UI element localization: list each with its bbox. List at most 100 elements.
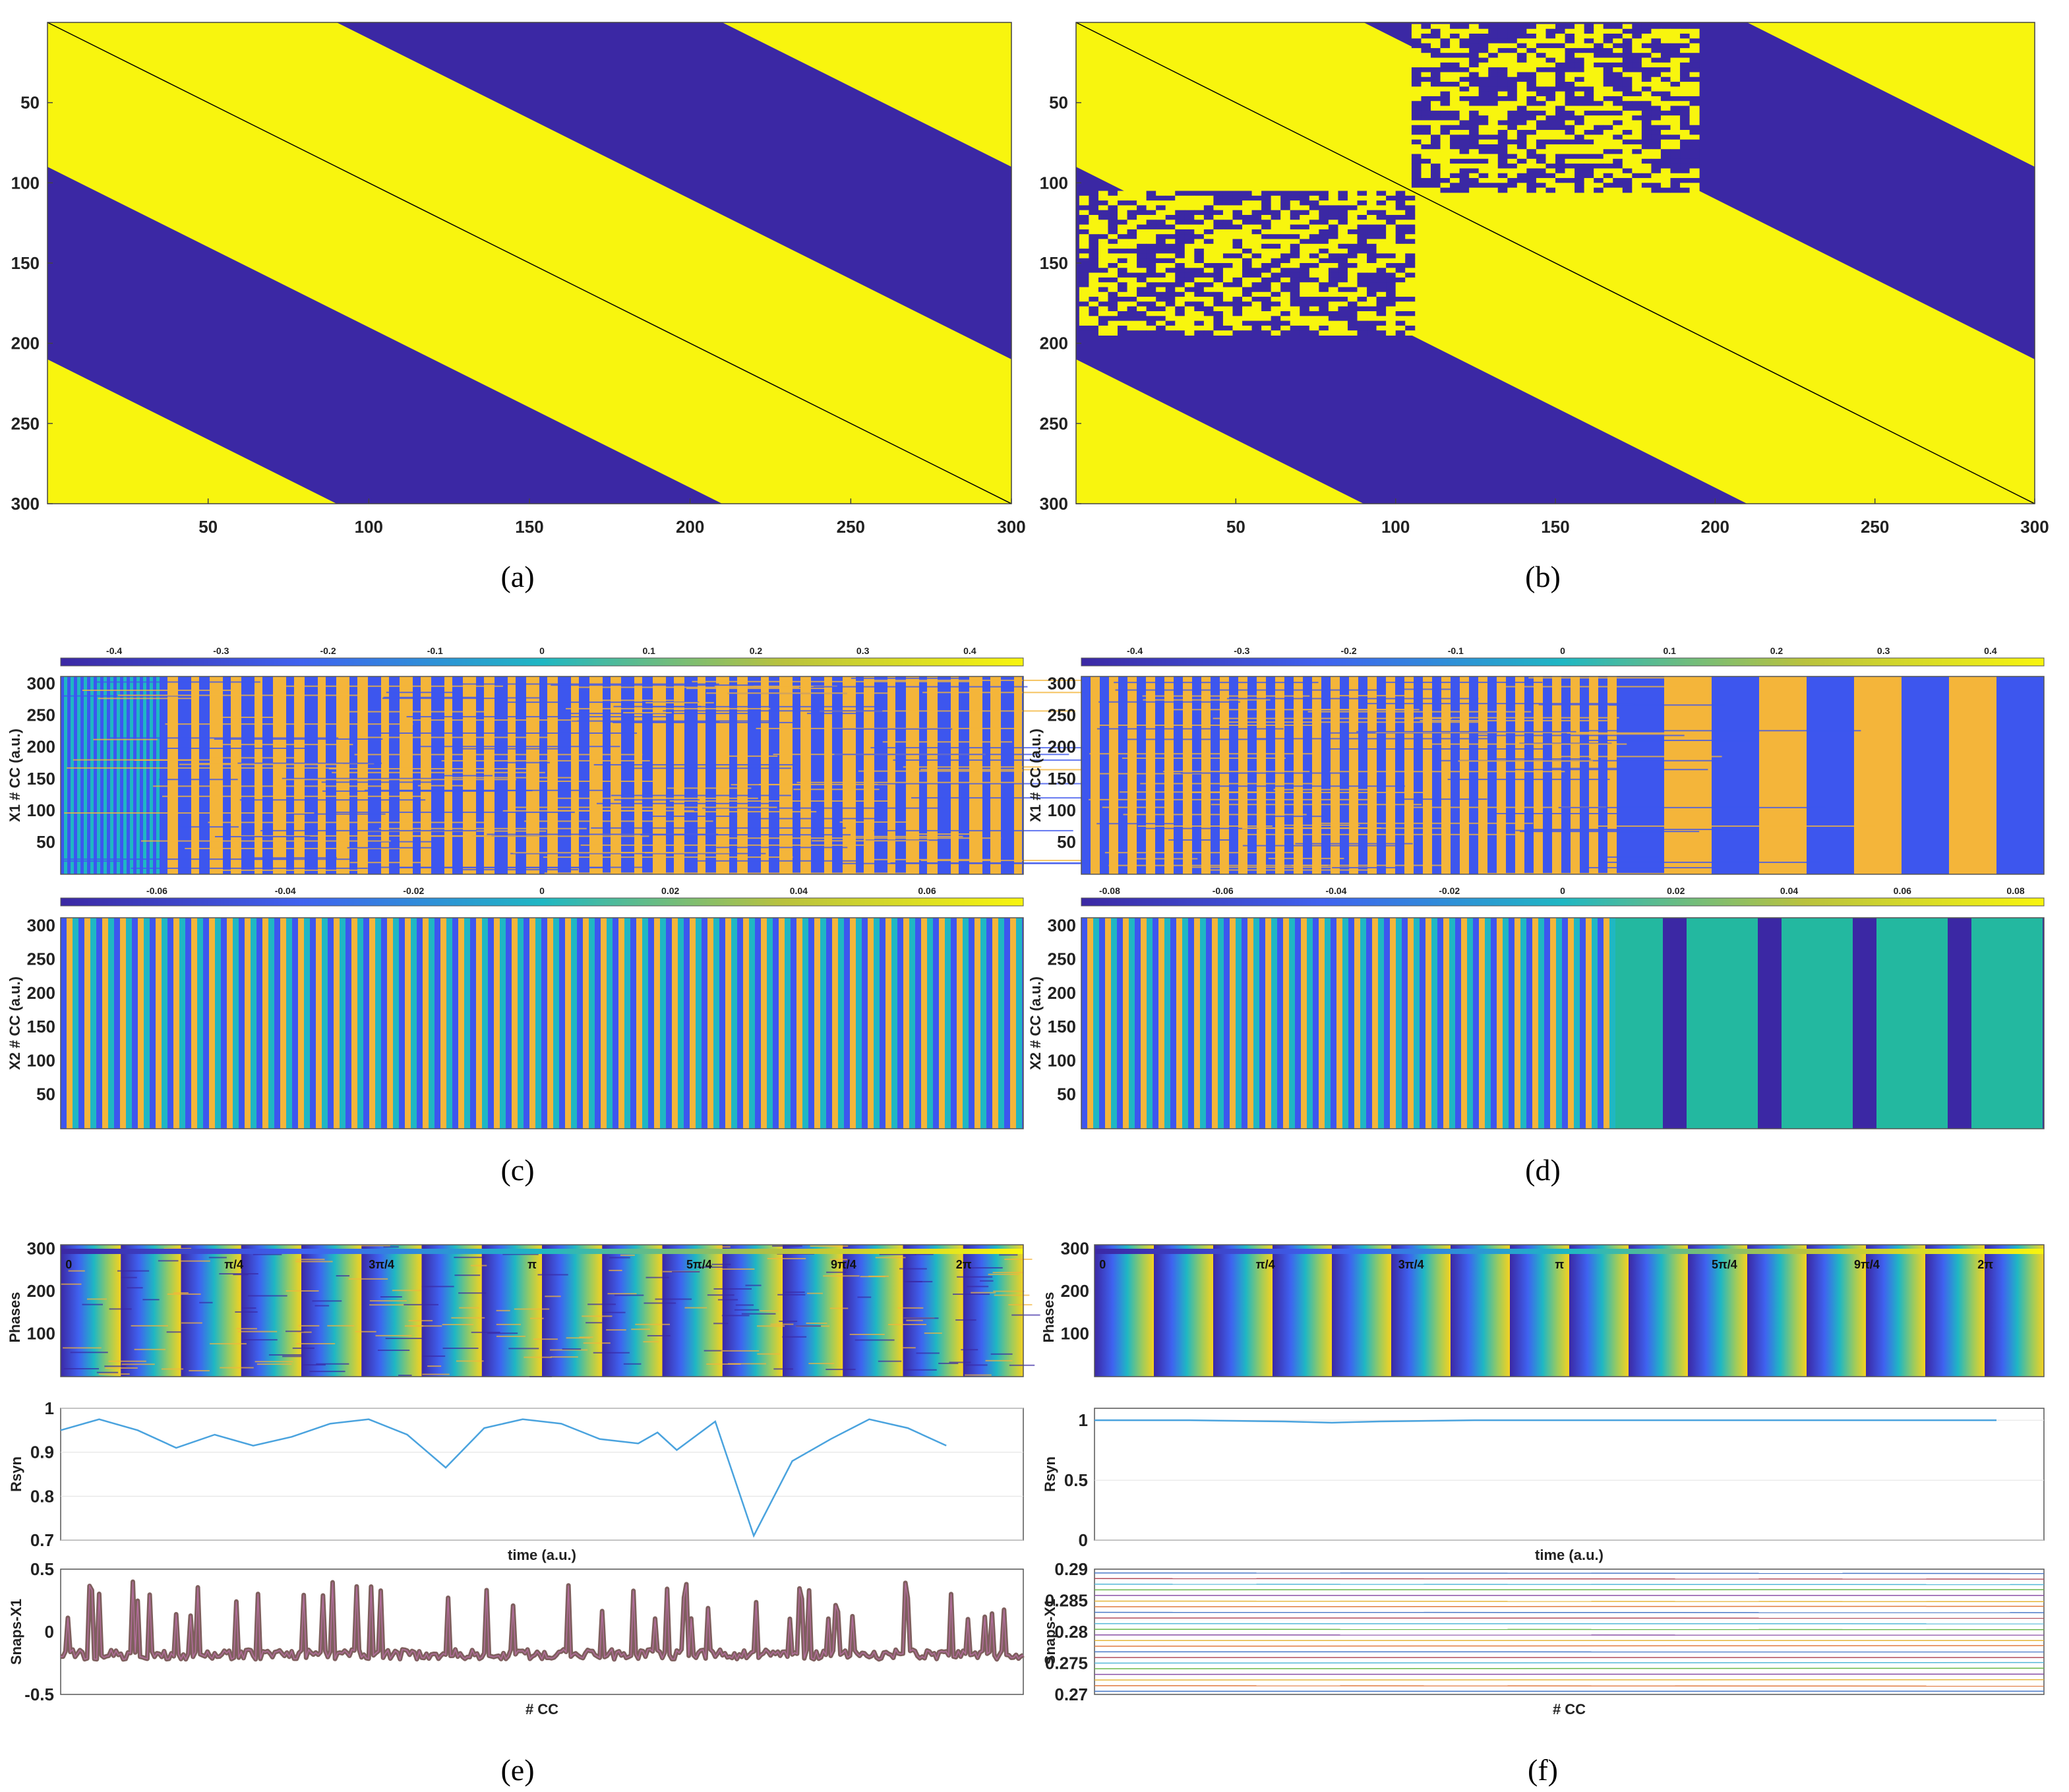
noise-cell (1574, 101, 1585, 107)
noise-cell (1089, 316, 1099, 322)
heatmap-stripe (133, 676, 136, 874)
noise-cell (1328, 277, 1338, 283)
noise-cell (1594, 130, 1604, 135)
noise-cell (1319, 282, 1329, 287)
x-tick-label: 250 (1861, 517, 1889, 537)
noise-cell (1165, 301, 1176, 307)
noise-cell (1357, 287, 1367, 293)
noise-cell (1660, 91, 1671, 97)
noise-cell (1526, 125, 1537, 131)
noise-cell (1516, 53, 1527, 59)
x-tick-label: 100 (355, 517, 383, 537)
noise-cell (1469, 168, 1480, 174)
noise-cell (1459, 164, 1470, 169)
y-tick-label: 0.5 (30, 1559, 54, 1579)
heatmap-stripe (648, 918, 654, 1129)
noise-cell (1319, 268, 1329, 274)
noise-cell (1395, 234, 1406, 239)
noise-cell (1622, 125, 1633, 131)
phase-texture (713, 1288, 752, 1290)
noise-cell (1660, 110, 1671, 116)
noise-cell (1526, 149, 1537, 155)
noise-cell (1584, 164, 1594, 169)
noise-cell (1689, 82, 1700, 87)
noise-cell (1165, 320, 1176, 326)
noise-cell (1079, 325, 1089, 331)
colorbar-gradient (1081, 897, 2045, 907)
noise-cell (1526, 86, 1537, 92)
heatmap-texture (1307, 711, 1532, 713)
noise-cell (1328, 316, 1338, 322)
noise-cell (1421, 76, 1431, 82)
heatmap-stripe (488, 918, 494, 1129)
heatmap-texture (571, 720, 774, 722)
heatmap-stripe (1404, 676, 1414, 874)
x-axis-label: # CC (1553, 1701, 1586, 1717)
noise-cell (1536, 82, 1546, 87)
noise-cell (1670, 149, 1681, 155)
noise-cell (1146, 205, 1156, 211)
noise-cell (1526, 183, 1537, 189)
heatmap-stripe (571, 676, 579, 874)
noise-cell (1660, 57, 1671, 63)
noise-cell (1574, 62, 1585, 68)
noise-cell (1555, 149, 1566, 155)
phase-texture (903, 1369, 937, 1371)
noise-cell (1098, 306, 1108, 312)
phase-texture (117, 1270, 150, 1272)
heatmap-texture (563, 713, 749, 715)
noise-cell (1516, 139, 1527, 145)
heatmap-stripe (684, 676, 698, 874)
heatmap-stripe (1378, 918, 1384, 1129)
heatmap-stripe (413, 676, 421, 874)
noise-cell (1411, 149, 1422, 155)
noise-cell (1613, 158, 1623, 164)
heatmap-stripe (123, 676, 127, 874)
noise-cell (1338, 224, 1348, 230)
noise-cell (1632, 125, 1642, 131)
noise-cell (1089, 282, 1099, 287)
noise-cell (1507, 28, 1518, 34)
noise-cell (1127, 210, 1137, 216)
phase-texture (760, 1310, 779, 1312)
heatmap-texture (64, 812, 315, 814)
noise-cell (1108, 191, 1118, 196)
noise-cell (1118, 210, 1128, 216)
heatmap-stripe (2043, 918, 2044, 1129)
noise-cell (1108, 320, 1118, 326)
y-tick-label: 100 (1040, 173, 1068, 193)
heatmap-stripe (74, 676, 77, 874)
noise-cell (1405, 210, 1416, 216)
noise-cell (1357, 220, 1367, 225)
noise-cell (1175, 291, 1185, 297)
noise-cell (1641, 28, 1652, 34)
noise-cell (1411, 34, 1422, 39)
heatmap-texture (1213, 717, 1452, 719)
noise-cell (1430, 134, 1441, 140)
noise-cell (1545, 120, 1556, 126)
heatmap-stripe (796, 918, 802, 1129)
noise-cell (1450, 110, 1460, 116)
phase-texture (243, 1339, 278, 1341)
noise-cell (1347, 330, 1358, 336)
noise-cell (1613, 168, 1623, 174)
caption-c: (c) (500, 1153, 534, 1187)
noise-cell (1670, 183, 1681, 189)
noise-cell (1328, 258, 1338, 264)
noise-cell (1584, 86, 1594, 92)
phase-texture (533, 1338, 558, 1340)
noise-cell (1584, 28, 1594, 34)
heatmap-texture (1293, 709, 1409, 711)
phase-texture (823, 1275, 860, 1277)
noise-cell (1300, 195, 1310, 201)
noise-cell (1405, 263, 1416, 268)
heatmap-stripe (61, 676, 64, 874)
noise-cell (1488, 43, 1499, 49)
noise-cell (1261, 253, 1272, 259)
noise-cell (1300, 220, 1310, 225)
noise-cell (1203, 277, 1214, 283)
noise-cell (1584, 82, 1594, 87)
phase-texture (496, 1323, 521, 1325)
heatmap-stripe (1236, 918, 1242, 1129)
heatmap-stripe (1295, 918, 1301, 1129)
